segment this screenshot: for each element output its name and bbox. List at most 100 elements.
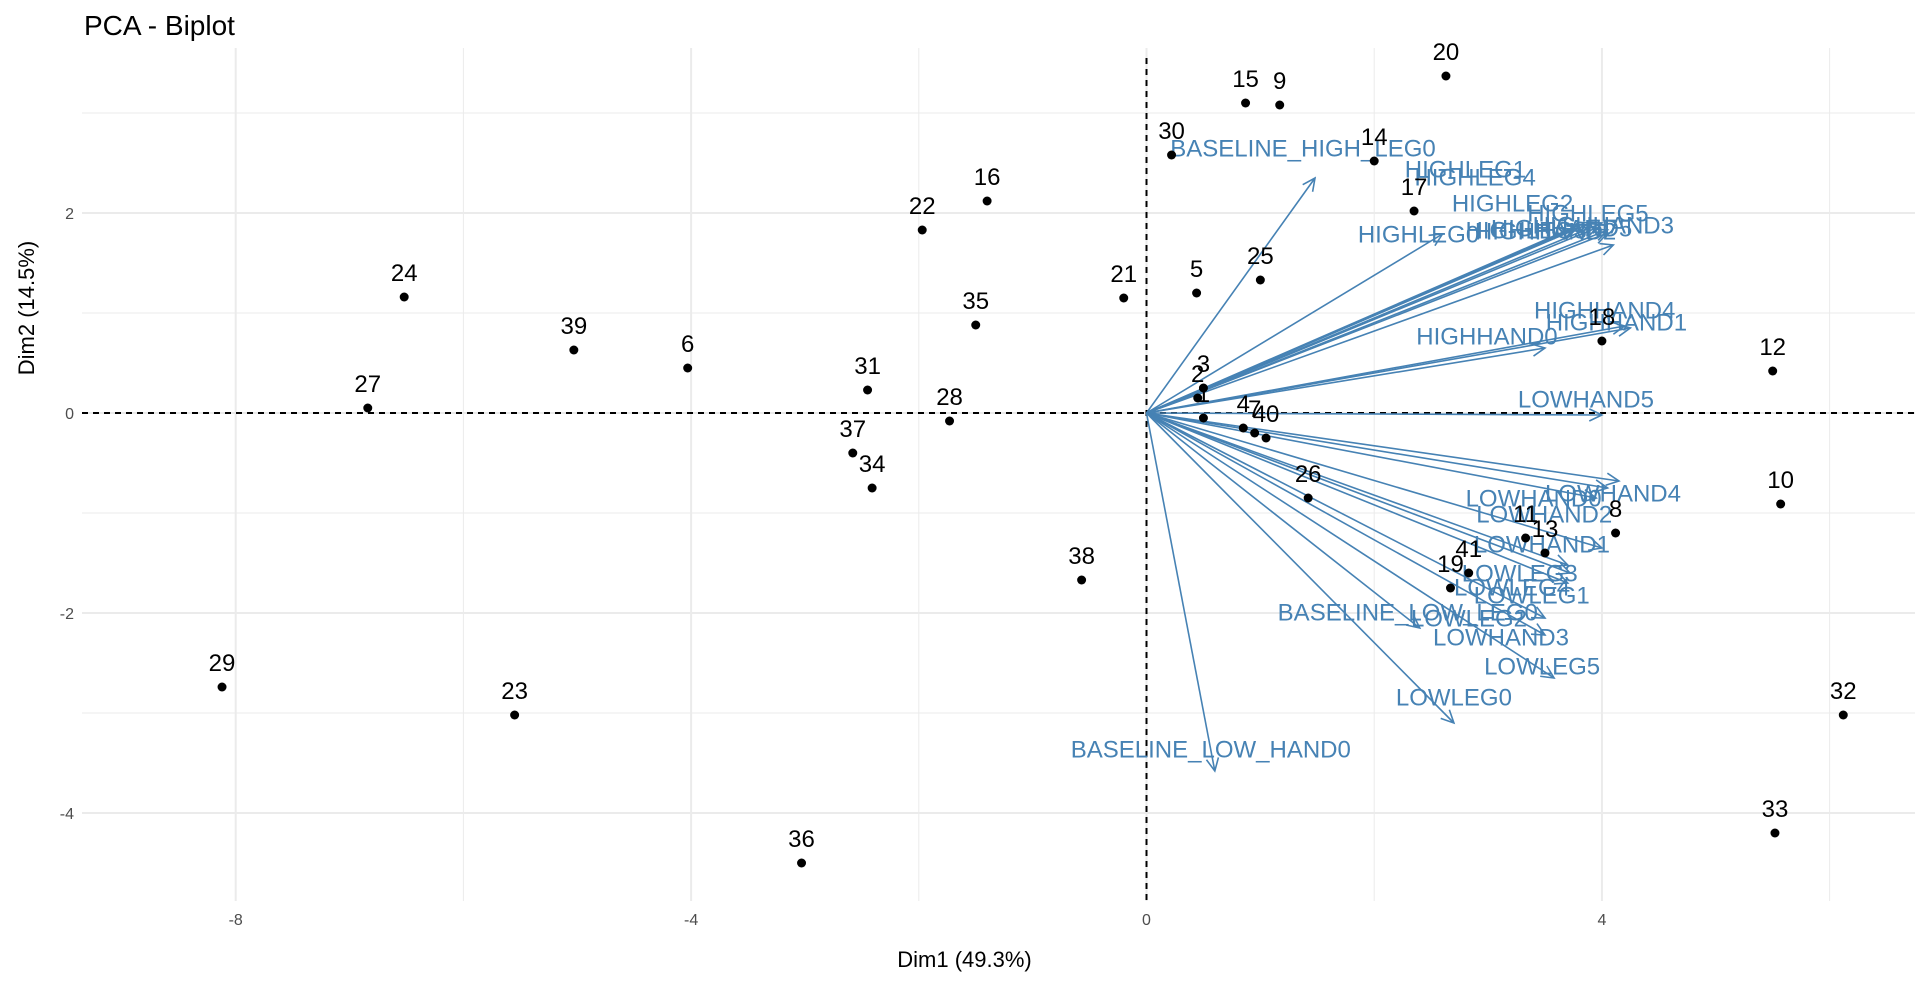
arrow-head: [1428, 233, 1445, 247]
variable-label: BASELINE_LOW_LEG0: [1278, 599, 1538, 626]
arrow-head: [1302, 176, 1317, 192]
point-label: 18: [1589, 304, 1616, 331]
point-label: 41: [1455, 536, 1482, 563]
variable-label: LOWHAND5: [1518, 386, 1654, 413]
data-point: [1464, 568, 1474, 578]
variable-label: LOWHAND3: [1433, 624, 1569, 651]
data-point: [1611, 528, 1621, 538]
point-label: 12: [1759, 334, 1786, 361]
data-point: [569, 345, 579, 355]
arrow-head: [1540, 665, 1556, 680]
arrow-head: [1593, 231, 1610, 244]
data-point: [863, 385, 873, 395]
point-label: 20: [1433, 39, 1460, 66]
variable-arrow: [1146, 412, 1555, 679]
variable-label: HIGHHAND1: [1546, 309, 1687, 336]
data-point: [982, 196, 992, 206]
variable-label: HIGHLEG1: [1405, 156, 1526, 183]
variable-arrow: [1146, 412, 1546, 619]
point-label: 34: [859, 451, 886, 478]
arrow-head: [1440, 709, 1456, 725]
variable-label: LOWLEG5: [1484, 653, 1600, 680]
data-point: [1198, 383, 1208, 393]
data-point: [1119, 293, 1129, 303]
axis-ticks: -8 -4 0 4 2 0 -2 -4: [60, 206, 1607, 929]
data-point: [1409, 206, 1419, 216]
variable-label: LOWHAND0: [1466, 485, 1602, 512]
data-point: [1540, 548, 1550, 558]
point-label: 17: [1401, 174, 1428, 201]
data-point: [1445, 583, 1455, 593]
y-tick-label: 2: [65, 206, 74, 223]
x-axis-title: Dim1 (49.3%): [897, 947, 1031, 972]
data-point: [917, 225, 927, 235]
variable-arrow: [1146, 347, 1546, 414]
arrow-head: [1599, 242, 1616, 256]
variable-label: LOWLEG4: [1454, 574, 1570, 601]
data-point: [1441, 71, 1451, 81]
arrow-head: [1593, 479, 1610, 493]
variable-label: LOWLEG1: [1474, 582, 1590, 609]
variable-label: HIGHHAND2: [1475, 218, 1616, 245]
point-label: 9: [1273, 68, 1286, 95]
x-tick-label: -8: [229, 912, 243, 929]
arrow-head: [1530, 606, 1547, 619]
x-tick-label: 0: [1142, 912, 1151, 929]
data-point: [1238, 423, 1248, 433]
arrow-head: [1531, 343, 1547, 357]
point-label: 19: [1437, 551, 1464, 578]
point-label: 15: [1232, 66, 1259, 93]
variable-arrow: [1145, 412, 1216, 772]
data-point: [1261, 433, 1271, 443]
point-label: 5: [1190, 256, 1203, 283]
variable-label: HIGHHAND0: [1416, 323, 1557, 350]
variable-arrow: [1146, 412, 1546, 636]
point-label: 25: [1247, 243, 1274, 270]
data-point: [867, 483, 877, 493]
arrow-head: [1205, 757, 1220, 773]
y-tick-label: 0: [65, 406, 74, 423]
variable-arrow: [1146, 412, 1603, 549]
data-point: [1198, 413, 1208, 423]
data-point: [399, 292, 409, 302]
data-point: [1193, 393, 1203, 403]
reference-lines: [82, 58, 1915, 901]
arrow-head: [1593, 228, 1610, 241]
point-label: 4: [1237, 391, 1250, 418]
point-label: 38: [1068, 543, 1095, 570]
point-label: 40: [1253, 401, 1280, 428]
point-label: 28: [936, 384, 963, 411]
point-label: 3: [1197, 351, 1210, 378]
point-label: 21: [1110, 261, 1137, 288]
data-point: [1255, 275, 1265, 285]
data-point: [1241, 98, 1251, 108]
data-point: [848, 448, 858, 458]
arrow-head: [1553, 572, 1570, 585]
data-point: [1077, 575, 1087, 585]
variable-arrow: [1146, 412, 1620, 482]
data-point: [510, 710, 520, 720]
data-point: [797, 858, 807, 868]
point-label: 24: [391, 260, 418, 287]
data-point: [1770, 828, 1780, 838]
variable-label: HIGHLEG4: [1414, 164, 1535, 191]
variable-arrow: [1145, 177, 1316, 414]
data-point: [945, 416, 955, 426]
variable-label: HIGHLEG3: [1466, 217, 1587, 244]
variable-label: LOWLEG2: [1411, 605, 1527, 632]
variable-label: HIGHHAND4: [1534, 297, 1675, 324]
point-label: 8: [1609, 496, 1622, 523]
point-label: 31: [854, 353, 881, 380]
variable-arrow: [1146, 412, 1421, 629]
data-point: [363, 403, 373, 413]
data-point: [1250, 428, 1260, 438]
point-label: 7: [1248, 396, 1261, 423]
y-axis-title: Dim2 (14.5%): [14, 241, 39, 375]
variable-arrow: [1146, 412, 1569, 584]
arrow-head: [1530, 623, 1547, 636]
data-point: [1521, 533, 1531, 543]
point-label: 11: [1513, 501, 1538, 528]
chart-title: PCA - Biplot: [84, 10, 235, 41]
